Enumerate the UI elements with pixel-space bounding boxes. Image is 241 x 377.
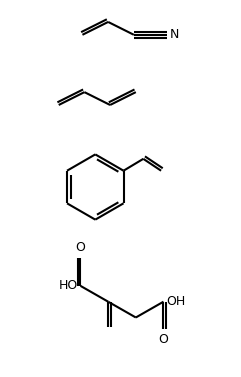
Text: O: O — [159, 333, 168, 346]
Text: N: N — [169, 28, 179, 41]
Text: OH: OH — [167, 295, 186, 308]
Text: HO: HO — [58, 279, 78, 293]
Text: O: O — [75, 241, 85, 254]
